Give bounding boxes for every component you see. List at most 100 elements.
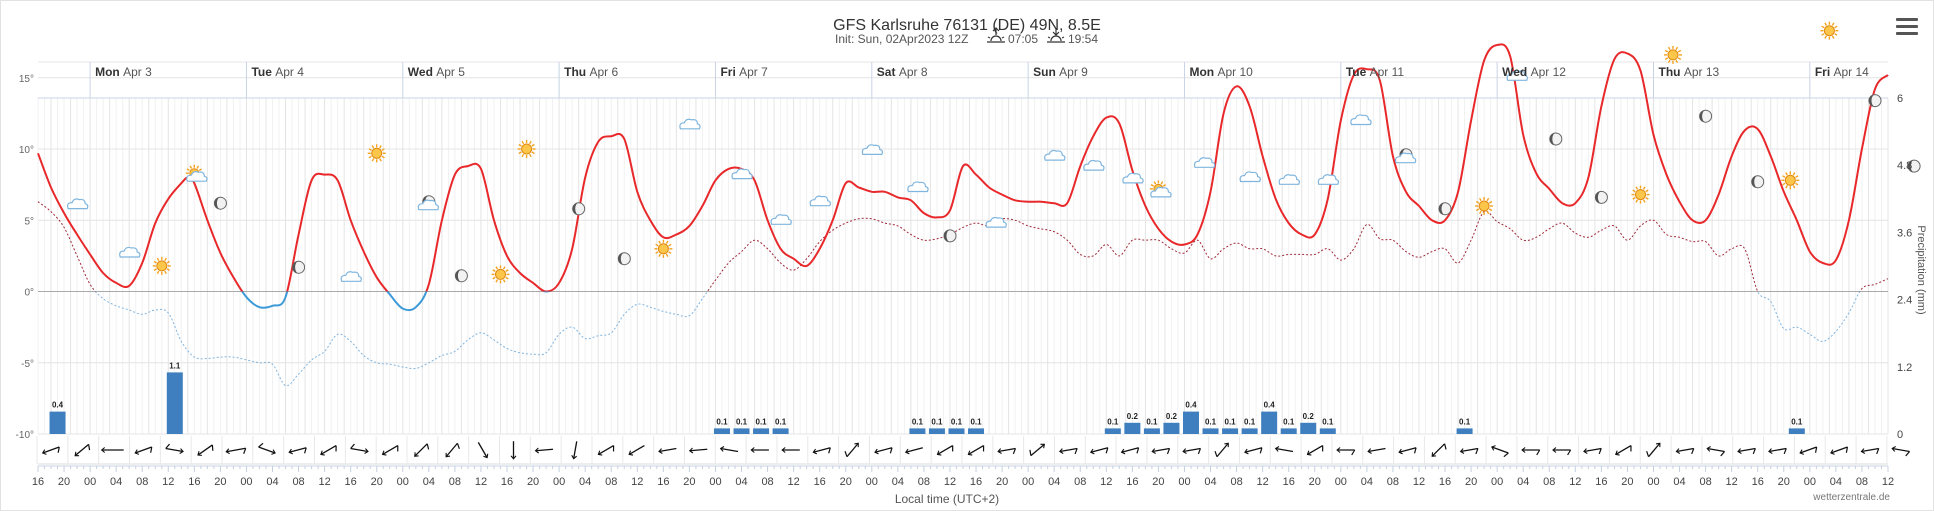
precip-bar — [713, 428, 730, 434]
sun-icon — [152, 256, 171, 275]
day-label-date: Apr 13 — [1684, 65, 1720, 79]
precip-label: 0.1 — [931, 417, 943, 426]
day-label: Tue Apr 4 — [251, 65, 304, 79]
wind-barb-icon — [1398, 447, 1417, 455]
precipitation-bars: 0.4 1.1 0.1 0.1 0.1 0.1 0.1 0.1 0.1 0.1 0.1 0.2 0.1 0… — [49, 361, 1805, 434]
cloud-icon — [1122, 172, 1144, 184]
x-tick-label: 12 — [1882, 476, 1894, 488]
x-tick-label: 16 — [188, 476, 200, 488]
y-tick-label: -5° — [21, 359, 34, 370]
x-tick-label: 04 — [579, 476, 591, 488]
day-label-date: Apr 3 — [123, 65, 152, 79]
precip-bar — [166, 372, 183, 434]
cloud-icon — [1239, 171, 1261, 183]
x-tick-label: 16 — [814, 476, 826, 488]
chart-header: GFS Karlsruhe 76131 (DE) 49N, 8.5E Init:… — [833, 17, 1927, 506]
x-tick-label: 20 — [683, 476, 695, 488]
precip-bar — [909, 428, 926, 434]
weather-symbols — [67, 21, 1921, 284]
day-label-dow: Mon — [1189, 65, 1217, 79]
cloud-icon — [679, 118, 701, 130]
x-tick-label: 12 — [475, 476, 487, 488]
sun-cloud-icon — [185, 164, 208, 182]
menu-button[interactable] — [1896, 18, 1918, 36]
day-label-dow: Wed — [1502, 65, 1530, 79]
wind-barb-icon — [258, 442, 276, 455]
moon-icon — [1751, 175, 1765, 189]
wind-barb-icon — [1029, 443, 1045, 457]
x-tick-label: 00 — [1804, 476, 1816, 488]
precip-label: 0.1 — [1791, 417, 1803, 426]
x-tick-label: 16 — [1126, 476, 1138, 488]
x-tick-label: 08 — [1230, 476, 1242, 488]
x-tick-label: 04 — [1517, 476, 1529, 488]
wind-barb-icon — [1058, 447, 1078, 455]
wind-barb-icon — [41, 446, 60, 455]
dewpoint-line-warm — [37, 201, 1889, 292]
x-tick-label: 00 — [1178, 476, 1190, 488]
day-label-date: Apr 5 — [436, 65, 465, 79]
x-tick-label: 08 — [1699, 476, 1711, 488]
precip-label: 0.1 — [716, 417, 728, 426]
moon-icon — [454, 269, 468, 283]
precip-bar — [1124, 422, 1141, 434]
x-tick-label: 12 — [1726, 476, 1738, 488]
wind-barb-icon — [844, 442, 859, 458]
moon-icon — [1594, 190, 1608, 204]
cloud-icon — [1083, 159, 1105, 171]
cloud-icon — [1193, 157, 1216, 168]
axes: Mon Apr 3 Tue Apr 4 Wed Apr 5 Thu Apr 6 Fri … — [16, 65, 1913, 488]
moon-cloud-icon — [417, 195, 440, 211]
y2-tick-label: 0 — [1897, 429, 1903, 441]
cloud-icon — [809, 195, 831, 207]
precip-label: 0.1 — [912, 417, 924, 426]
wind-barb-icon — [288, 447, 307, 455]
day-label-date: Apr 4 — [275, 65, 304, 79]
y-tick-label: 10° — [19, 145, 34, 156]
x-tick-label: 08 — [605, 476, 617, 488]
wind-barb-icon — [628, 445, 645, 456]
wind-barb-icon — [414, 443, 430, 457]
x-tick-label: 12 — [1100, 476, 1112, 488]
right-axis-title: Precipitation (mm) — [1915, 225, 1927, 314]
x-tick-label: 12 — [631, 476, 643, 488]
day-label-dow: Fri — [1815, 65, 1834, 79]
precip-label: 0.1 — [1146, 417, 1158, 426]
day-label-date: Apr 9 — [1059, 65, 1088, 79]
cloud-icon — [770, 214, 792, 225]
precip-bar — [1222, 428, 1239, 434]
wind-barb-icon — [1274, 446, 1294, 453]
wind-barb-icon — [1830, 446, 1849, 455]
sun-icon — [1820, 21, 1839, 40]
credit-label[interactable]: wetterzentrale.de — [1812, 492, 1890, 503]
cloud-icon — [907, 181, 929, 193]
wind-barb-icon — [350, 443, 369, 454]
precip-bar — [1163, 422, 1180, 434]
precip-label: 0.1 — [775, 417, 787, 426]
x-tick-label: 00 — [240, 476, 252, 488]
moon-icon — [943, 229, 957, 243]
sun-icon — [1631, 185, 1650, 204]
sunset-icon — [1047, 28, 1065, 43]
y2-tick-label: 2.4 — [1897, 295, 1912, 307]
precip-bar — [1788, 428, 1805, 434]
wind-barb-icon — [1214, 442, 1229, 458]
x-tick-label: 20 — [1778, 476, 1790, 488]
x-tick-label: 20 — [1152, 476, 1164, 488]
precip-label: 0.1 — [1107, 417, 1119, 426]
wind-barb-icon — [1459, 447, 1479, 455]
precip-label: 0.4 — [1264, 401, 1276, 410]
precip-bar — [1280, 428, 1297, 434]
cloud-icon — [861, 144, 884, 155]
y-tick-label: 15° — [19, 74, 34, 85]
cloud-icon — [67, 198, 89, 210]
day-label-dow: Tue — [251, 65, 275, 79]
wind-barb-icon — [1244, 447, 1263, 455]
wind-barb-icon — [812, 447, 831, 455]
wind-barb-icon — [719, 446, 739, 453]
wind-barb-icon — [936, 445, 954, 456]
wind-barb-icon — [445, 442, 460, 458]
sunset-time: 19:54 — [1068, 32, 1098, 46]
sunrise-time: 07:05 — [1008, 32, 1038, 46]
wind-barb-icon — [534, 447, 554, 454]
